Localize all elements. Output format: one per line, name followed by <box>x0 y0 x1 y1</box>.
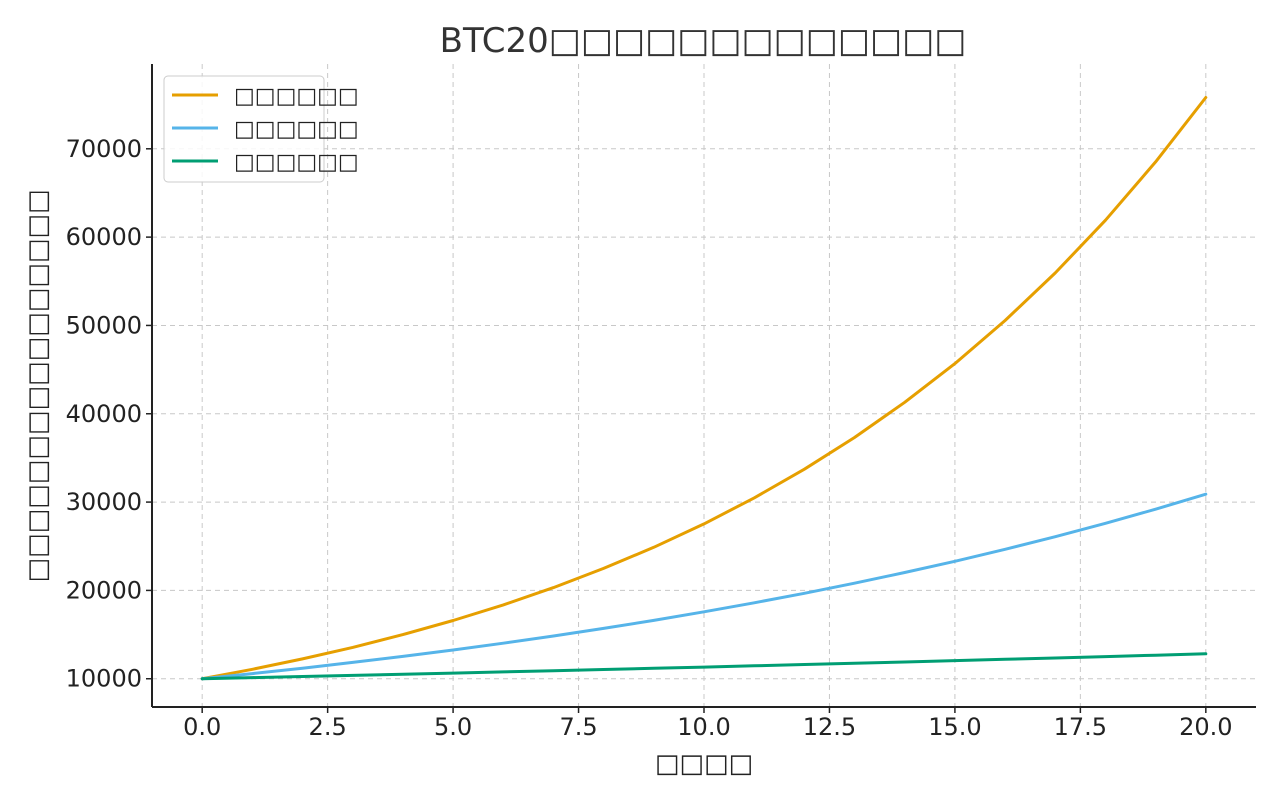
y-ticks: 10000 20000 30000 40000 50000 60000 70000 <box>66 135 152 693</box>
series-line-1 <box>200 492 1208 681</box>
y-tick-label: 50000 <box>66 311 142 339</box>
y-tick-label: 20000 <box>66 576 142 604</box>
x-tick-label: 15.0 <box>928 713 981 741</box>
x-tick-label: 12.5 <box>803 713 856 741</box>
legend: □□□□□□ □□□□□□ □□□□□□ <box>163 75 359 183</box>
y-axis-title: □□□□□□□□□□□□□□□□ <box>23 189 53 582</box>
y-tick-label: 70000 <box>66 135 142 163</box>
x-tick-label: 20.0 <box>1179 713 1232 741</box>
legend-box <box>163 75 325 183</box>
grid <box>152 64 1256 707</box>
x-tick-label: 17.5 <box>1054 713 1107 741</box>
legend-label-1: □□□□□□ <box>234 117 359 142</box>
chart-title: BTC20□□□□□□□□□□□□□ <box>440 21 967 61</box>
series-line-0 <box>200 96 1208 681</box>
x-tick-label: 2.5 <box>309 713 347 741</box>
y-tick-label: 60000 <box>66 223 142 251</box>
series-line-2 <box>200 652 1208 681</box>
legend-label-2: □□□□□□ <box>234 150 359 175</box>
x-axis-title: □□□□ <box>655 749 753 779</box>
x-tick-label: 10.0 <box>677 713 730 741</box>
legend-label-0: □□□□□□ <box>234 84 359 109</box>
y-tick-label: 40000 <box>66 400 142 428</box>
y-tick-label: 10000 <box>66 665 142 693</box>
x-ticks: 0.0 2.5 5.0 7.5 10.0 12.5 15.0 17.5 20.0 <box>183 707 1233 741</box>
series-layer <box>200 96 1208 681</box>
y-tick-label: 30000 <box>66 488 142 516</box>
x-tick-label: 7.5 <box>559 713 597 741</box>
x-tick-label: 5.0 <box>434 713 472 741</box>
x-tick-label: 0.0 <box>183 713 221 741</box>
